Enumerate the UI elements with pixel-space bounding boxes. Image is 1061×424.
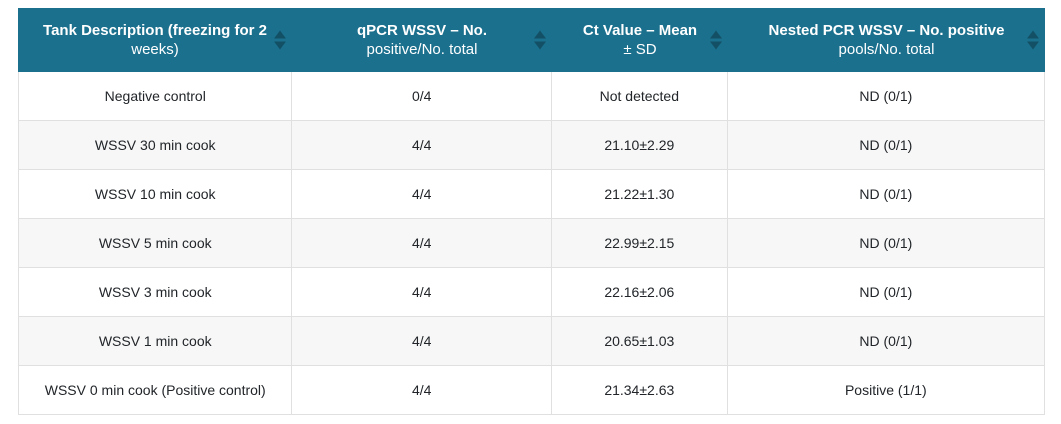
cell-ct-value: 21.22±1.30 (552, 170, 728, 218)
cell-ct-value: Not detected (552, 72, 728, 120)
sort-arrows-icon[interactable] (710, 30, 722, 50)
cell-tank-description: WSSV 5 min cook (19, 219, 293, 267)
cell-nested-pcr: ND (0/1) (859, 235, 913, 251)
cell-qpcr: 0/4 (292, 72, 552, 120)
sort-up-icon (534, 30, 546, 39)
header-subtitle: weeks) (131, 41, 179, 58)
cell-nested-pcr: ND (0/1) (859, 88, 913, 104)
cell-nested-pcr: ND (0/1) (859, 284, 913, 300)
cell-tank-description: Negative control (19, 72, 293, 120)
cell-ct-value: 21.10±2.29 (552, 121, 728, 169)
table-row: WSSV 3 min cook 4/4 22.16±2.06 ND (0/1) (19, 268, 1044, 317)
cell-qpcr: 4/4 (292, 366, 552, 414)
header-title: Ct Value – Mean (582, 22, 698, 39)
header-title: qPCR WSSV – No. (356, 22, 487, 39)
cell-tank-description: WSSV 3 min cook (19, 268, 293, 316)
table-row: WSSV 10 min cook 4/4 21.22±1.30 ND (0/1) (19, 170, 1044, 219)
sort-arrows-icon[interactable] (1027, 30, 1039, 50)
sort-up-icon (274, 30, 286, 39)
cell-ct-value: 22.99±2.15 (552, 219, 728, 267)
cell-tank-description: WSSV 1 min cook (19, 317, 293, 365)
cell-nested-pcr: ND (0/1) (859, 333, 913, 349)
cell-qpcr: 4/4 (292, 170, 552, 218)
sort-down-icon (710, 41, 722, 50)
cell-ct-value: 20.65±1.03 (552, 317, 728, 365)
cell-nested-pcr: ND (0/1) (859, 137, 913, 153)
table-row: WSSV 0 min cook (Positive control) 4/4 2… (19, 366, 1044, 415)
header-cell-nested-pcr[interactable]: Nested PCR WSSV – No. positive pools/No.… (728, 8, 1045, 72)
cell-nested-pcr: Positive (1/1) (844, 382, 927, 398)
cell-tank-description: WSSV 30 min cook (19, 121, 293, 169)
table-row: WSSV 30 min cook 4/4 21.10±2.29 ND (0/1) (19, 121, 1044, 170)
results-table: Tank Description (freezing for 2 weeks) … (18, 8, 1045, 415)
header-title: Tank Description (freezing for 2 (43, 22, 267, 39)
cell-qpcr: 4/4 (292, 268, 552, 316)
sort-up-icon (710, 30, 722, 39)
cell-qpcr: 4/4 (292, 219, 552, 267)
header-cell-ct-value[interactable]: Ct Value – Mean ± SD (552, 8, 728, 72)
table-row: Negative control 0/4 Not detected ND (0/… (19, 72, 1044, 121)
header-cell-tank-description[interactable]: Tank Description (freezing for 2 weeks) (18, 8, 292, 72)
sort-up-icon (1027, 30, 1039, 39)
header-subtitle: pools/No. total (838, 41, 935, 58)
header-subtitle: positive/No. total (366, 41, 478, 58)
sort-down-icon (1027, 41, 1039, 50)
table-body: Negative control 0/4 Not detected ND (0/… (18, 72, 1045, 415)
header-title: Nested PCR WSSV – No. positive (768, 22, 1005, 39)
cell-ct-value: 21.34±2.63 (552, 366, 728, 414)
table-row: WSSV 5 min cook 4/4 22.99±2.15 ND (0/1) (19, 219, 1044, 268)
header-cell-qpcr-wssv[interactable]: qPCR WSSV – No. positive/No. total (292, 8, 552, 72)
cell-nested-pcr: ND (0/1) (859, 186, 913, 202)
table-header-row: Tank Description (freezing for 2 weeks) … (18, 8, 1045, 72)
sort-arrows-icon[interactable] (274, 30, 286, 50)
cell-qpcr: 4/4 (292, 121, 552, 169)
cell-tank-description: WSSV 0 min cook (Positive control) (19, 366, 293, 414)
sort-down-icon (274, 41, 286, 50)
cell-ct-value: 22.16±2.06 (552, 268, 728, 316)
cell-qpcr: 4/4 (292, 317, 552, 365)
sort-arrows-icon[interactable] (534, 30, 546, 50)
cell-tank-description: WSSV 10 min cook (19, 170, 293, 218)
header-subtitle: ± SD (623, 41, 657, 58)
sort-down-icon (534, 41, 546, 50)
table-row: WSSV 1 min cook 4/4 20.65±1.03 ND (0/1) (19, 317, 1044, 366)
